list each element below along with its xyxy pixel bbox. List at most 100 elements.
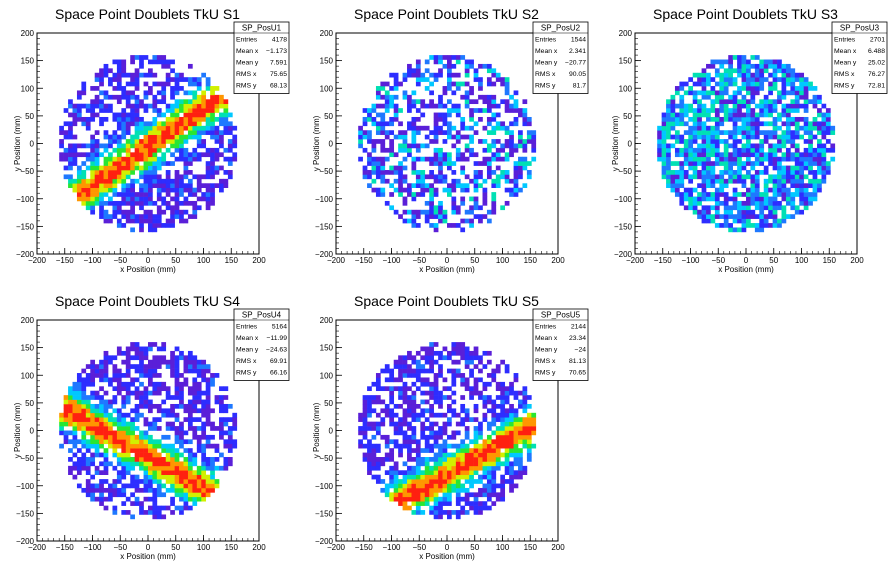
heatmap-cell <box>59 139 64 144</box>
heatmap-cell <box>785 165 791 171</box>
stats-value: 7.591 <box>270 60 287 67</box>
heatmap-cell <box>103 377 109 383</box>
heatmap-cell <box>192 492 198 498</box>
heatmap-cell <box>179 174 184 180</box>
heatmap-cell <box>803 90 809 96</box>
heatmap-cell <box>398 359 403 365</box>
heatmap-cells <box>59 55 238 233</box>
heatmap-cell <box>723 218 729 224</box>
heatmap-cell <box>68 130 73 135</box>
heatmap-cell <box>232 143 238 149</box>
heatmap-cell <box>442 430 448 436</box>
heatmap-cell <box>661 165 667 171</box>
heatmap-cell <box>183 408 189 414</box>
heatmap-cell <box>402 134 408 140</box>
heatmap-cell <box>81 439 87 445</box>
heatmap-cell <box>121 448 127 453</box>
heatmap-cell <box>732 214 738 219</box>
stats-value: 72.81 <box>868 83 885 90</box>
heatmap-cell <box>108 77 113 82</box>
heatmap-cell <box>741 130 747 135</box>
heatmap-cell <box>121 161 127 166</box>
heatmap-cell <box>170 487 175 493</box>
heatmap-cell <box>447 134 452 140</box>
heatmap-cell <box>187 439 193 445</box>
heatmap-cell <box>367 116 372 122</box>
heatmap-cell <box>513 430 519 436</box>
heatmap-cell <box>130 342 135 347</box>
heatmap-cell <box>723 81 729 87</box>
heatmap-cell <box>469 390 474 396</box>
heatmap-cell <box>821 143 827 149</box>
heatmap-cell <box>451 223 457 228</box>
heatmap-cell <box>754 227 760 233</box>
heatmap-cell <box>179 183 184 188</box>
stats-box-frame <box>532 308 589 381</box>
heatmap-cell <box>812 94 818 100</box>
heatmap-cell <box>187 350 193 356</box>
heatmap-cell <box>750 183 756 188</box>
heatmap-cell <box>706 72 711 78</box>
heatmap-cell <box>179 465 184 471</box>
heatmap-cell <box>156 59 162 65</box>
heatmap-cell <box>491 192 497 197</box>
heatmap-cell <box>174 192 180 197</box>
heatmap-cell <box>384 170 390 175</box>
heatmap-cell <box>130 479 135 484</box>
heatmap-cell <box>183 200 189 206</box>
heatmap-cell <box>130 421 135 427</box>
heatmap-cell <box>679 112 685 118</box>
heatmap-cell <box>728 214 733 219</box>
heatmap-cell <box>746 112 751 118</box>
heatmap-cell <box>768 121 773 127</box>
heatmap-cell <box>125 99 131 105</box>
stats-box-frame <box>233 21 290 94</box>
heatmap-cell <box>99 205 104 211</box>
heatmap-cell <box>393 377 399 383</box>
heatmap-cell <box>478 174 483 180</box>
heatmap-cell <box>375 479 381 484</box>
heatmap-cell <box>714 99 720 105</box>
heatmap-cell <box>227 156 233 162</box>
heatmap-cell <box>429 170 434 175</box>
heatmap-cell <box>402 90 408 96</box>
heatmap-cell <box>389 399 395 405</box>
heatmap-cell <box>103 178 109 184</box>
heatmap-cell <box>134 143 140 149</box>
heatmap-cell <box>754 156 760 162</box>
heatmap-cell <box>781 86 787 91</box>
heatmap-cell <box>112 421 118 427</box>
heatmap-cell <box>375 170 381 175</box>
heatmap-cell <box>486 156 492 162</box>
heatmap-cell <box>201 421 207 427</box>
heatmap-cell <box>781 81 787 87</box>
heatmap-cell <box>433 434 439 440</box>
heatmap-cell <box>170 205 175 211</box>
heatmap-cell <box>759 200 765 206</box>
heatmap-cell <box>821 147 827 153</box>
heatmap-cell <box>161 386 167 392</box>
heatmap-cell <box>170 465 175 471</box>
heatmap-cell <box>420 510 426 515</box>
heatmap-cell <box>785 178 791 184</box>
heatmap-cell <box>130 408 135 414</box>
heatmap-cell <box>148 448 153 453</box>
heatmap-cell <box>219 426 224 431</box>
heatmap-cell <box>223 465 229 471</box>
heatmap-cell <box>526 161 532 166</box>
heatmap-cell <box>201 377 207 383</box>
heatmap-cell <box>763 192 769 197</box>
heatmap-cell <box>148 152 153 158</box>
heatmap-cell <box>108 443 113 449</box>
heatmap-cell <box>85 152 91 158</box>
heatmap-cell <box>692 116 698 122</box>
heatmap-cell <box>746 187 751 193</box>
heatmap-cell <box>116 170 122 175</box>
heatmap-cell <box>438 448 443 453</box>
heatmap-cell <box>196 373 202 378</box>
heatmap-cell <box>706 125 711 131</box>
heatmap-cell <box>85 196 91 202</box>
heatmap-cell <box>187 63 193 69</box>
heatmap-cell <box>754 200 760 206</box>
